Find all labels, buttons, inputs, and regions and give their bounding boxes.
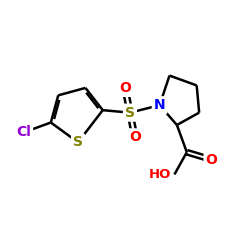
- Text: S: S: [73, 135, 83, 149]
- Text: O: O: [119, 81, 131, 95]
- Text: N: N: [154, 98, 166, 112]
- Text: Cl: Cl: [16, 126, 31, 140]
- Text: O: O: [129, 130, 141, 144]
- Text: O: O: [206, 152, 218, 166]
- Text: S: S: [125, 106, 135, 120]
- Text: HO: HO: [148, 168, 171, 181]
